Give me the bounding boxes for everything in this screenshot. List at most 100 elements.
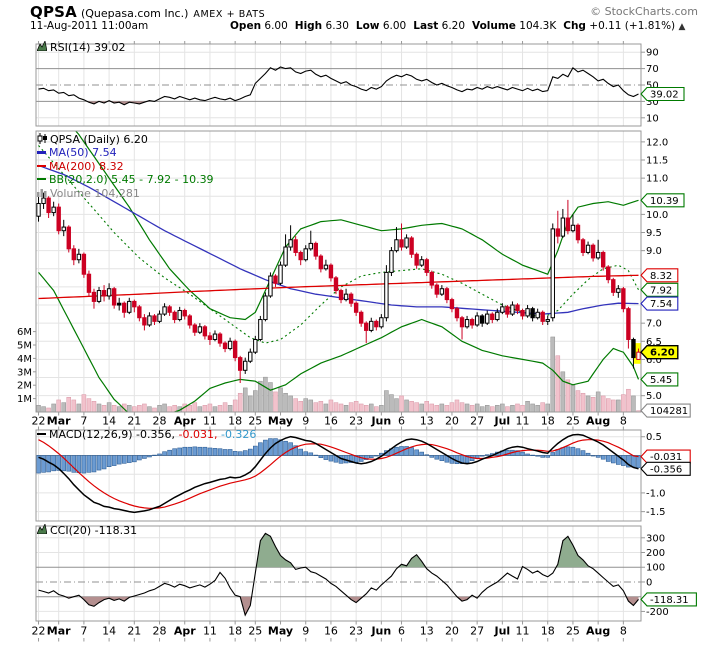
svg-text:Aug: Aug — [586, 415, 610, 428]
svg-text:14: 14 — [102, 415, 116, 428]
macd-hist-value: -0.326 — [220, 428, 257, 441]
svg-text:5.45: 5.45 — [650, 375, 672, 386]
ticker-symbol: QPSA — [30, 3, 77, 21]
svg-text:3M: 3M — [17, 367, 32, 378]
svg-text:13: 13 — [420, 625, 434, 638]
svg-text:16: 16 — [324, 625, 338, 638]
rsi-legend-label: RSI(14) 39.02 — [50, 41, 126, 54]
svg-text:11: 11 — [516, 625, 530, 638]
macd-signal-value: -0.031, — [178, 428, 218, 441]
svg-text:25: 25 — [248, 625, 262, 638]
svg-text:18: 18 — [541, 625, 555, 638]
svg-text:300: 300 — [646, 533, 665, 544]
volume-value: 104.3K — [519, 20, 557, 32]
svg-text:14: 14 — [102, 625, 116, 638]
svg-text:20: 20 — [445, 625, 459, 638]
svg-text:10: 10 — [646, 113, 659, 124]
svg-text:6.0: 6.0 — [646, 355, 662, 366]
price-legend: QPSA (Daily) 6.20 MA(50) 7.54 MA(200) 8.… — [37, 133, 214, 200]
exchange-label: AMEX + BATS — [193, 9, 266, 20]
svg-text:104281: 104281 — [650, 406, 688, 417]
bb-legend-label: BB(20,2.0) 5.45 - 7.92 - 10.39 — [49, 173, 214, 187]
ma50-line-icon — [37, 151, 46, 154]
svg-text:8: 8 — [620, 415, 627, 428]
quote-values: Open 6.00 High 6.30 Low 6.00 Last 6.20 Volum… — [230, 20, 685, 32]
svg-text:5M: 5M — [17, 341, 32, 352]
cci-legend: CCI(20) -118.31 — [36, 523, 137, 538]
svg-text:0.5: 0.5 — [646, 432, 662, 443]
svg-text:0: 0 — [646, 577, 652, 588]
svg-text:13: 13 — [420, 415, 434, 428]
svg-text:27: 27 — [470, 625, 484, 638]
svg-text:9: 9 — [302, 415, 309, 428]
svg-text:18: 18 — [541, 415, 555, 428]
svg-text:7: 7 — [80, 625, 87, 638]
indicator-icon — [36, 523, 48, 537]
last-value: 6.20 — [441, 20, 466, 32]
svg-text:-118.31: -118.31 — [650, 595, 689, 606]
svg-text:Mar: Mar — [47, 625, 71, 638]
svg-text:6.5: 6.5 — [646, 337, 662, 348]
svg-text:11.5: 11.5 — [646, 156, 668, 167]
svg-text:11: 11 — [203, 415, 217, 428]
candlestick-icon — [37, 133, 47, 147]
svg-text:6: 6 — [398, 415, 405, 428]
svg-text:12.0: 12.0 — [646, 137, 668, 148]
high-value: 6.30 — [325, 20, 349, 32]
svg-text:5.0: 5.0 — [646, 391, 662, 402]
svg-text:10.0: 10.0 — [646, 210, 668, 221]
svg-text:Apr: Apr — [174, 625, 196, 638]
svg-text:11.0: 11.0 — [646, 174, 668, 185]
volume-label: Volume — [472, 20, 516, 32]
svg-text:Apr: Apr — [174, 415, 196, 428]
svg-text:7.0: 7.0 — [646, 319, 662, 330]
open-value: 6.00 — [264, 20, 288, 32]
svg-text:May: May — [268, 415, 293, 428]
svg-text:7.92: 7.92 — [650, 285, 672, 296]
svg-text:11: 11 — [203, 625, 217, 638]
svg-text:9.5: 9.5 — [646, 228, 662, 239]
svg-text:100: 100 — [646, 563, 665, 574]
svg-text:9.0: 9.0 — [646, 246, 662, 257]
svg-text:28: 28 — [153, 625, 167, 638]
svg-text:200: 200 — [646, 548, 665, 559]
svg-text:22: 22 — [32, 625, 46, 638]
svg-text:21: 21 — [127, 625, 141, 638]
svg-text:23: 23 — [349, 625, 363, 638]
ma200-legend-label: MA(200) 8.32 — [49, 159, 124, 173]
macd-line-icon — [37, 432, 46, 436]
chg-label: Chg — [563, 20, 586, 32]
company-name: (Quepasa.com Inc.) — [80, 7, 189, 20]
last-label: Last — [413, 20, 439, 32]
svg-text:23: 23 — [349, 415, 363, 428]
svg-text:27: 27 — [470, 415, 484, 428]
svg-text:-1.5: -1.5 — [646, 507, 666, 518]
svg-text:-200: -200 — [646, 607, 669, 618]
volume-legend-label: Volume 104,281 — [50, 186, 140, 200]
macd-legend: MACD(12,26,9) -0.356, -0.031, -0.326 — [37, 428, 256, 441]
svg-text:-0.031: -0.031 — [650, 452, 682, 463]
svg-text:70: 70 — [646, 64, 659, 75]
svg-text:9: 9 — [302, 625, 309, 638]
svg-text:Mar: Mar — [47, 415, 71, 428]
rsi-legend: RSI(14) 39.02 — [36, 40, 126, 55]
low-value: 6.00 — [382, 20, 407, 32]
cci-panel — [38, 532, 639, 617]
date-time: 11-Aug-2011 11:00am — [30, 20, 149, 32]
rsi-panel — [38, 66, 639, 106]
chart-header: QPSA (Quepasa.com Inc.) AMEX + BATS — [30, 2, 265, 21]
up-arrow-icon: ▲ — [678, 22, 686, 32]
svg-text:7.54: 7.54 — [650, 299, 672, 310]
ma50-legend-label: MA(50) 7.54 — [49, 146, 117, 160]
price-legend-label: QPSA (Daily) 6.20 — [50, 133, 148, 147]
quote-line: 11-Aug-2011 11:00am Open 6.00 High 6.30 Low… — [30, 20, 685, 32]
svg-text:4M: 4M — [17, 354, 32, 365]
svg-text:25: 25 — [566, 415, 580, 428]
svg-text:Jul: Jul — [494, 415, 511, 428]
svg-text:6M: 6M — [17, 327, 32, 338]
chg-value: +0.11 (+1.81%) — [589, 20, 676, 32]
svg-text:8: 8 — [620, 625, 627, 638]
svg-text:Jun: Jun — [370, 625, 391, 638]
svg-text:Jun: Jun — [370, 415, 391, 428]
